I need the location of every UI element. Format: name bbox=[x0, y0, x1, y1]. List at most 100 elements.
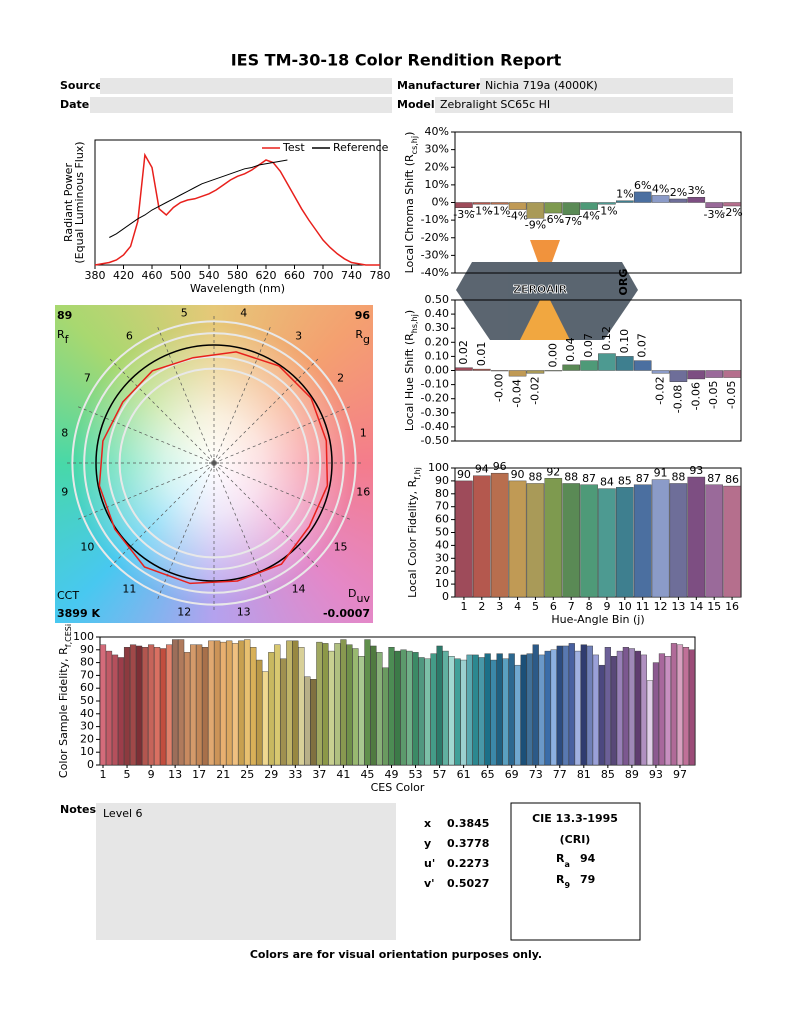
bar bbox=[238, 640, 245, 766]
bar bbox=[310, 679, 317, 766]
value-label: 85 bbox=[618, 474, 632, 487]
x-tick-label: 500 bbox=[170, 269, 191, 282]
bar bbox=[705, 202, 723, 208]
bar bbox=[544, 478, 563, 598]
y-tick-label: 30 bbox=[435, 551, 449, 564]
guide-circle bbox=[83, 332, 345, 594]
bar bbox=[364, 639, 371, 766]
x-tick-label: 37 bbox=[312, 768, 326, 781]
guide-circle bbox=[106, 355, 322, 571]
y-tick-label: 80 bbox=[80, 656, 94, 669]
value-label: -0.06 bbox=[689, 382, 702, 410]
y-tick-label: 0.50 bbox=[425, 293, 450, 306]
bar bbox=[424, 658, 431, 766]
bar bbox=[316, 641, 323, 766]
value-label: -9% bbox=[525, 218, 546, 231]
bar bbox=[99, 644, 107, 766]
bar bbox=[148, 644, 155, 766]
bar bbox=[478, 657, 485, 766]
bin-label: 9 bbox=[61, 486, 68, 499]
bar bbox=[455, 367, 473, 371]
bar bbox=[616, 650, 623, 766]
bar bbox=[262, 671, 269, 766]
bar bbox=[616, 487, 634, 598]
value-label: -0.08 bbox=[671, 385, 684, 413]
bin-label: 6 bbox=[126, 329, 133, 342]
bar bbox=[651, 370, 670, 374]
bin-boundary bbox=[109, 358, 215, 464]
value-label: 0.04 bbox=[564, 337, 577, 362]
x-tick-label: 5 bbox=[532, 600, 539, 613]
bar bbox=[526, 202, 545, 219]
value-label: 94 bbox=[475, 463, 489, 476]
bar bbox=[676, 644, 684, 766]
bar bbox=[723, 485, 741, 598]
bin-boundary bbox=[213, 462, 319, 568]
value-label: 2% bbox=[670, 186, 687, 199]
bar bbox=[562, 364, 580, 371]
rf-symbol: Rf bbox=[57, 328, 70, 346]
x-tick-label: 29 bbox=[264, 768, 278, 781]
bar bbox=[568, 643, 575, 766]
subscript: f bbox=[65, 333, 70, 346]
source-label: Source: bbox=[60, 79, 107, 92]
y-axis-label: (Equal Luminous Flux) bbox=[73, 141, 86, 263]
x-tick-label: 89 bbox=[625, 768, 639, 781]
x-tick-label: 620 bbox=[256, 269, 277, 282]
x-tick-label: 660 bbox=[284, 269, 305, 282]
bar bbox=[562, 202, 580, 216]
bar bbox=[640, 654, 647, 766]
x-tick-label: 3 bbox=[496, 600, 503, 613]
bar bbox=[448, 656, 455, 766]
x-tick-label: 1 bbox=[460, 600, 467, 613]
subscript: f,CESi bbox=[64, 624, 73, 647]
y-axis-label: Local Color Fidelity, Rf,hj bbox=[406, 467, 422, 598]
value-label: -0.04 bbox=[511, 379, 524, 407]
bar bbox=[580, 202, 598, 210]
source-field bbox=[100, 78, 392, 94]
chromaticity-value: 0.2273 bbox=[447, 857, 489, 870]
value-label: -1% bbox=[489, 204, 510, 217]
x-tick-label: 21 bbox=[216, 768, 230, 781]
bar bbox=[340, 639, 347, 766]
bin-label: 12 bbox=[177, 605, 191, 618]
bar bbox=[473, 475, 491, 598]
bar bbox=[514, 664, 521, 766]
x-tick-label: 9 bbox=[603, 600, 610, 613]
value-label: -7% bbox=[560, 215, 581, 228]
y-tick-label: 40% bbox=[425, 125, 449, 138]
y-tick-label: 20% bbox=[425, 160, 449, 173]
bar bbox=[562, 483, 580, 598]
x-tick-label: 49 bbox=[384, 768, 398, 781]
bar bbox=[184, 652, 191, 766]
value-label: -4% bbox=[507, 210, 528, 223]
bar bbox=[352, 648, 359, 766]
y-tick-label: -40% bbox=[421, 266, 449, 279]
x-tick-label: 15 bbox=[707, 600, 721, 613]
test-polygon bbox=[98, 351, 329, 585]
bin-boundary bbox=[157, 326, 215, 464]
watermark-beacon bbox=[530, 240, 560, 262]
bar bbox=[651, 195, 670, 203]
value-label: 93 bbox=[689, 464, 703, 477]
bar bbox=[388, 647, 395, 766]
rf-value: 89 bbox=[57, 309, 72, 322]
bar bbox=[430, 653, 437, 766]
bar bbox=[508, 653, 515, 766]
x-tick-label: 2 bbox=[478, 600, 485, 613]
value-label: -0.02 bbox=[654, 376, 667, 404]
x-tick-label: 93 bbox=[649, 768, 663, 781]
bar bbox=[688, 649, 696, 766]
bar bbox=[466, 654, 473, 766]
bar bbox=[598, 664, 605, 766]
date-field bbox=[90, 97, 392, 113]
y-tick-label: 70 bbox=[80, 668, 94, 681]
bar bbox=[646, 680, 654, 766]
subscript: 9 bbox=[564, 881, 570, 890]
value-label: 91 bbox=[654, 467, 668, 480]
value-label: 0.02 bbox=[457, 340, 470, 365]
bar bbox=[322, 643, 329, 766]
bar bbox=[346, 644, 353, 766]
bin-boundary bbox=[157, 462, 215, 600]
bar bbox=[490, 472, 509, 598]
